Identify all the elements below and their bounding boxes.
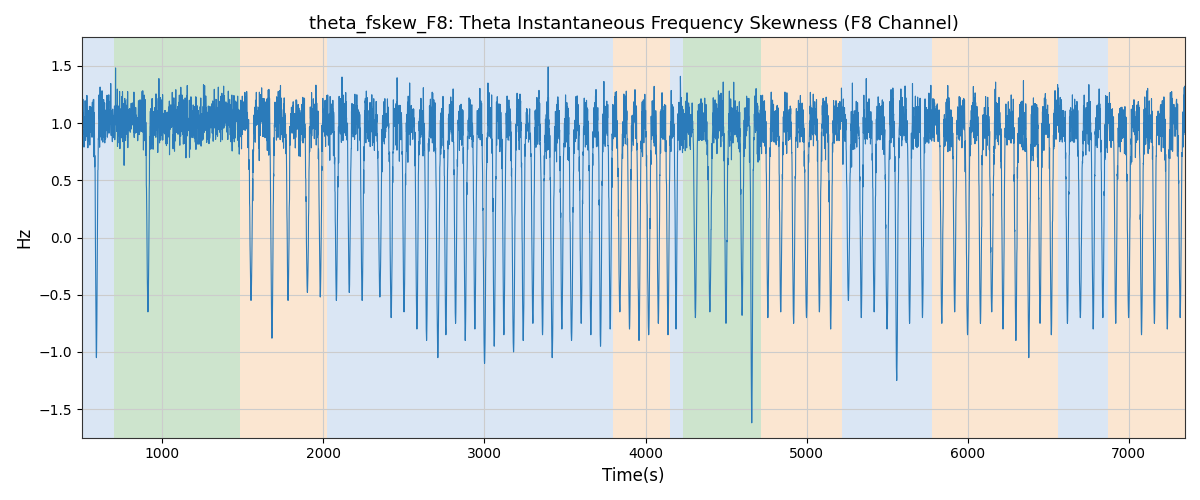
- Bar: [683, 38, 762, 438]
- Bar: [114, 38, 240, 438]
- Bar: [1057, 38, 1108, 438]
- Bar: [240, 38, 326, 438]
- Bar: [762, 38, 842, 438]
- Bar: [82, 38, 114, 438]
- Y-axis label: Hz: Hz: [14, 227, 32, 248]
- Bar: [670, 38, 683, 438]
- Bar: [326, 38, 613, 438]
- Title: theta_fskew_F8: Theta Instantaneous Frequency Skewness (F8 Channel): theta_fskew_F8: Theta Instantaneous Freq…: [308, 15, 959, 34]
- Bar: [1108, 38, 1184, 438]
- Bar: [613, 38, 670, 438]
- Bar: [842, 38, 932, 438]
- Bar: [932, 38, 1057, 438]
- X-axis label: Time(s): Time(s): [602, 467, 665, 485]
